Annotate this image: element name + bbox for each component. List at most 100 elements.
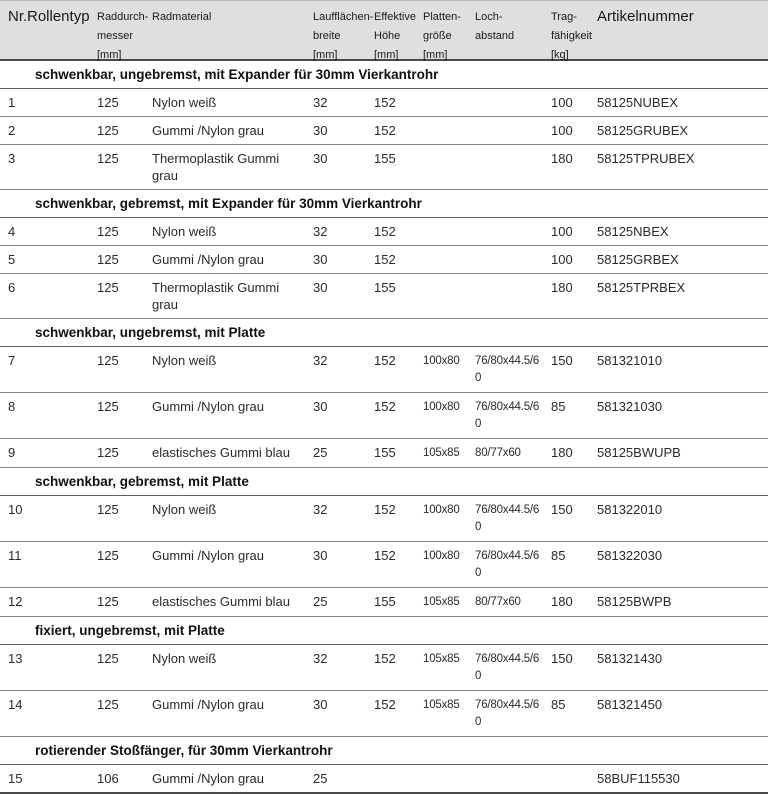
cell-plattengroesse <box>418 117 470 128</box>
cell-effektive_hoehe: 152 <box>374 548 396 563</box>
table-row: 4 125 Nylon weiß 32 152 100 58125NBEX <box>0 218 768 246</box>
cell-laufflaechenbreite: 30 <box>313 548 328 563</box>
column-header-laufflaechenbreite: Laufflächen- breite [mm] <box>308 1 374 65</box>
cell-nr: 10 <box>8 502 23 517</box>
cell-radmaterial: Nylon weiß <box>152 95 217 110</box>
cell-nr: 14 <box>8 697 23 712</box>
cell-tragfaehigkeit: 180 <box>551 151 573 166</box>
cell-lochabstand <box>470 765 545 776</box>
cell-rollentyp <box>27 246 92 256</box>
cell-artikelnummer: 581321450 <box>597 697 663 712</box>
cell-raddurchmesser: 125 <box>97 445 119 460</box>
cell-laufflaechenbreite: 30 <box>313 151 328 166</box>
column-header-unit: [mm] <box>97 49 122 61</box>
cell-plattengroesse <box>418 89 470 100</box>
column-header-radmaterial: Radmaterial <box>149 1 308 27</box>
cell-tragfaehigkeit: 100 <box>551 252 573 267</box>
table-row: 3 125 Thermoplastik Gummi grau 30 155 180 5812… <box>0 145 768 190</box>
cell-effektive_hoehe: 152 <box>374 353 396 368</box>
cell-lochabstand <box>470 218 545 229</box>
cell-lochabstand: 76/80x44.5/60 <box>475 504 540 533</box>
cell-artikelnummer: 581321030 <box>597 399 663 414</box>
cell-lochabstand: 76/80x44.5/60 <box>475 401 540 430</box>
cell-plattengroesse: 100x80 <box>423 504 460 516</box>
cell-nr: 15 <box>8 771 23 786</box>
column-header-line: Platten- <box>423 11 461 23</box>
cell-rollentyp <box>27 588 92 598</box>
column-header-line: Loch- <box>475 11 503 23</box>
cell-rollentyp <box>27 542 92 552</box>
cell-artikelnummer: 58125NUBEX <box>597 95 678 110</box>
cell-rollentyp <box>27 145 92 155</box>
cell-effektive_hoehe: 152 <box>374 224 396 239</box>
cell-lochabstand: 76/80x44.5/60 <box>475 355 540 384</box>
cell-effektive_hoehe: 155 <box>374 445 396 460</box>
column-header-line: Laufflächen- <box>313 11 374 23</box>
column-header-line: abstand <box>475 30 515 42</box>
cell-tragfaehigkeit: 100 <box>551 224 573 239</box>
cell-plattengroesse: 105x85 <box>423 596 460 608</box>
table-row: 1 125 Nylon weiß 32 152 100 58125NUBEX <box>0 89 768 117</box>
cell-rollentyp <box>27 89 92 99</box>
cell-effektive_hoehe: 152 <box>374 95 396 110</box>
column-header-rollentyp: Rollentyp <box>27 1 92 25</box>
cell-artikelnummer: 58125BWUPB <box>597 445 681 460</box>
cell-tragfaehigkeit <box>545 765 589 775</box>
cell-tragfaehigkeit: 180 <box>551 594 573 609</box>
cell-radmaterial: Thermoplastik Gummi grau <box>152 280 280 312</box>
cell-effektive_hoehe: 152 <box>374 697 396 712</box>
table-header: Nr. Rollentyp Raddurch- messer [mm] Radm… <box>0 0 768 61</box>
cell-lochabstand: 76/80x44.5/60 <box>475 550 540 579</box>
cell-effektive_hoehe: 152 <box>374 399 396 414</box>
cell-plattengroesse <box>418 145 470 156</box>
cell-radmaterial: Gummi /Nylon grau <box>152 123 264 138</box>
cell-nr: 13 <box>8 651 23 666</box>
cell-rollentyp <box>27 496 92 506</box>
column-header-nr: Nr. <box>0 1 27 25</box>
cell-radmaterial: Nylon weiß <box>152 224 217 239</box>
cell-nr: 9 <box>8 445 16 460</box>
cell-plattengroesse <box>418 218 470 229</box>
cell-lochabstand: 76/80x44.5/60 <box>475 699 540 728</box>
cell-artikelnummer: 58125NBEX <box>597 224 669 239</box>
cell-laufflaechenbreite: 32 <box>313 224 328 239</box>
table-row: 10 125 Nylon weiß 32 152 100x80 76/80x44.5/60 1… <box>0 496 768 542</box>
cell-rollentyp <box>27 218 92 228</box>
cell-laufflaechenbreite: 30 <box>313 123 328 138</box>
cell-effektive_hoehe: 152 <box>374 252 396 267</box>
table-row: 2 125 Gummi /Nylon grau 30 152 100 58125GRUBEX <box>0 117 768 145</box>
cell-laufflaechenbreite: 30 <box>313 697 328 712</box>
cell-effektive_hoehe: 155 <box>374 151 396 166</box>
cell-laufflaechenbreite: 25 <box>313 445 328 460</box>
cell-nr: 2 <box>8 123 16 138</box>
table-row: 8 125 Gummi /Nylon grau 30 152 100x80 76/80x44… <box>0 393 768 439</box>
cell-raddurchmesser: 125 <box>97 123 119 138</box>
cell-laufflaechenbreite: 30 <box>313 280 328 295</box>
column-header-unit: [mm] <box>313 49 338 61</box>
cell-effektive_hoehe: 152 <box>374 123 396 138</box>
cell-nr: 1 <box>8 95 16 110</box>
cell-artikelnummer: 58125GRBEX <box>597 252 679 267</box>
column-header-label: Radmaterial <box>152 11 212 23</box>
cell-nr: 5 <box>8 252 16 267</box>
cell-tragfaehigkeit: 150 <box>551 651 573 666</box>
section-title: rotierender Stoßfänger, für 30mm Vierkan… <box>0 737 768 765</box>
cell-nr: 4 <box>8 224 16 239</box>
cell-tragfaehigkeit: 100 <box>551 123 573 138</box>
cell-plattengroesse: 100x80 <box>423 401 460 413</box>
cell-lochabstand: 80/77x60 <box>475 596 521 608</box>
cell-lochabstand: 80/77x60 <box>475 447 521 459</box>
cell-nr: 7 <box>8 353 16 368</box>
cell-rollentyp <box>27 645 92 655</box>
cell-tragfaehigkeit: 180 <box>551 445 573 460</box>
cell-rollentyp <box>27 691 92 701</box>
section-title: schwenkbar, ungebremst, mit Expander für… <box>0 61 768 89</box>
column-header-plattengroesse: Platten- größe [mm] <box>418 1 470 65</box>
cell-lochabstand <box>470 246 545 257</box>
cell-raddurchmesser: 125 <box>97 151 119 166</box>
cell-radmaterial: Nylon weiß <box>152 502 217 517</box>
cell-radmaterial: Thermoplastik Gummi grau <box>152 151 280 183</box>
cell-plattengroesse: 105x85 <box>423 447 460 459</box>
table-row: 5 125 Gummi /Nylon grau 30 152 100 58125GRBEX <box>0 246 768 274</box>
